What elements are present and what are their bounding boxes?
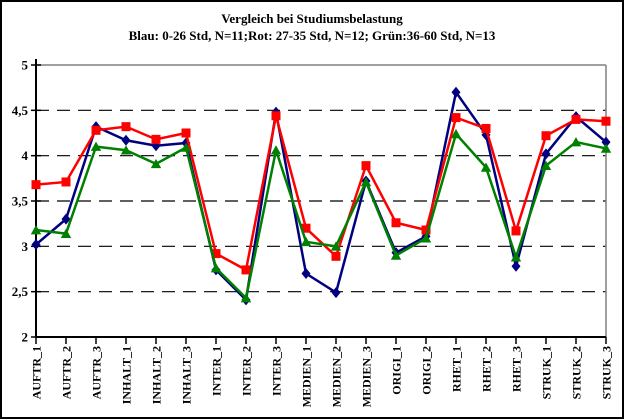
data-point-triangle — [60, 228, 72, 238]
y-tick-label: 4 — [22, 148, 29, 163]
data-point-triangle — [420, 233, 432, 243]
data-point-triangle — [360, 176, 372, 187]
x-tick-label: AUFTR_1 — [30, 346, 44, 399]
x-tick-label: INTER_1 — [210, 346, 224, 396]
data-point-triangle — [330, 241, 342, 251]
data-point-triangle — [540, 160, 552, 170]
x-tick-label: INTER_3 — [270, 346, 284, 396]
data-point-triangle — [450, 128, 462, 139]
chart-header: Vergleich bei Studiumsbelastung Blau: 0-… — [2, 10, 622, 44]
data-point-triangle — [240, 293, 252, 303]
data-point-diamond — [451, 86, 461, 98]
y-tick-label: 2,5 — [12, 284, 29, 299]
data-point-triangle — [570, 137, 582, 147]
chart-subtitle: Blau: 0-26 Std, N=11;Rot: 27-35 Std, N=1… — [128, 28, 496, 43]
data-point-triangle — [30, 225, 42, 235]
data-point-triangle — [390, 250, 402, 260]
data-point-diamond — [601, 136, 611, 148]
data-point-triangle — [510, 252, 522, 262]
y-tick-label: 5 — [22, 58, 29, 73]
y-tick-label: 3 — [22, 239, 29, 254]
x-tick-label: INTER_2 — [240, 346, 254, 396]
data-point-square — [61, 177, 71, 187]
x-tick-label: STRUK_2 — [570, 346, 584, 399]
data-point-square — [391, 218, 401, 228]
data-point-square — [511, 226, 521, 236]
x-tick-label: STRUK_1 — [540, 346, 554, 399]
x-tick-label: MEDIEN_2 — [330, 346, 344, 407]
data-point-square — [121, 122, 131, 132]
x-tick-label: RHET_2 — [480, 346, 494, 392]
y-tick-label: 4,5 — [12, 103, 29, 118]
y-tick-label: 2 — [22, 330, 29, 345]
data-point-square — [571, 114, 581, 124]
data-point-square — [541, 131, 551, 141]
x-tick-label: INHALT_3 — [180, 346, 194, 404]
data-point-square — [301, 223, 311, 233]
x-tick-label: ORIGI_1 — [390, 346, 404, 395]
data-point-square — [31, 180, 41, 190]
data-point-triangle — [150, 158, 162, 169]
data-point-square — [601, 116, 611, 126]
data-point-triangle — [270, 145, 282, 155]
data-point-triangle — [480, 162, 492, 172]
x-tick-label: RHET_1 — [450, 346, 464, 392]
x-tick-label: STRUK_3 — [600, 346, 614, 399]
data-point-triangle — [210, 263, 222, 273]
x-tick-label: AUFTR_3 — [90, 346, 104, 399]
data-point-diamond — [331, 287, 341, 299]
series-line-square — [35, 115, 607, 272]
data-point-diamond — [541, 148, 551, 160]
data-point-square — [151, 134, 161, 144]
data-point-diamond — [31, 239, 41, 251]
x-tick-label: RHET_3 — [510, 346, 524, 392]
data-point-square — [271, 111, 281, 121]
data-point-triangle — [600, 143, 612, 153]
data-point-diamond — [61, 213, 71, 225]
data-point-diamond — [301, 268, 311, 280]
data-point-triangle — [180, 142, 192, 152]
x-tick-label: ORIGI_2 — [420, 346, 434, 395]
x-tick-label: INHALT_2 — [150, 346, 164, 404]
x-tick-label: MEDIEN_3 — [360, 346, 374, 407]
data-point-triangle — [120, 145, 132, 155]
data-point-square — [481, 123, 491, 133]
data-point-square — [451, 113, 461, 123]
data-point-diamond — [511, 260, 521, 272]
x-tick-label: MEDIEN_1 — [300, 346, 314, 407]
data-point-triangle — [300, 236, 312, 247]
series-line-triangle — [35, 131, 607, 301]
x-tick-label: AUFTR_2 — [60, 346, 74, 399]
y-tick-label: 3,5 — [12, 194, 29, 209]
chart-title: Vergleich bei Studiumsbelastung — [221, 11, 403, 26]
data-point-diamond — [121, 134, 131, 146]
data-point-square — [91, 125, 101, 135]
data-point-square — [361, 161, 371, 171]
data-point-square — [241, 265, 251, 275]
data-point-square — [181, 128, 191, 138]
data-point-triangle — [90, 141, 102, 151]
x-tick-label: INHALT_1 — [120, 346, 134, 404]
data-point-square — [331, 251, 341, 261]
